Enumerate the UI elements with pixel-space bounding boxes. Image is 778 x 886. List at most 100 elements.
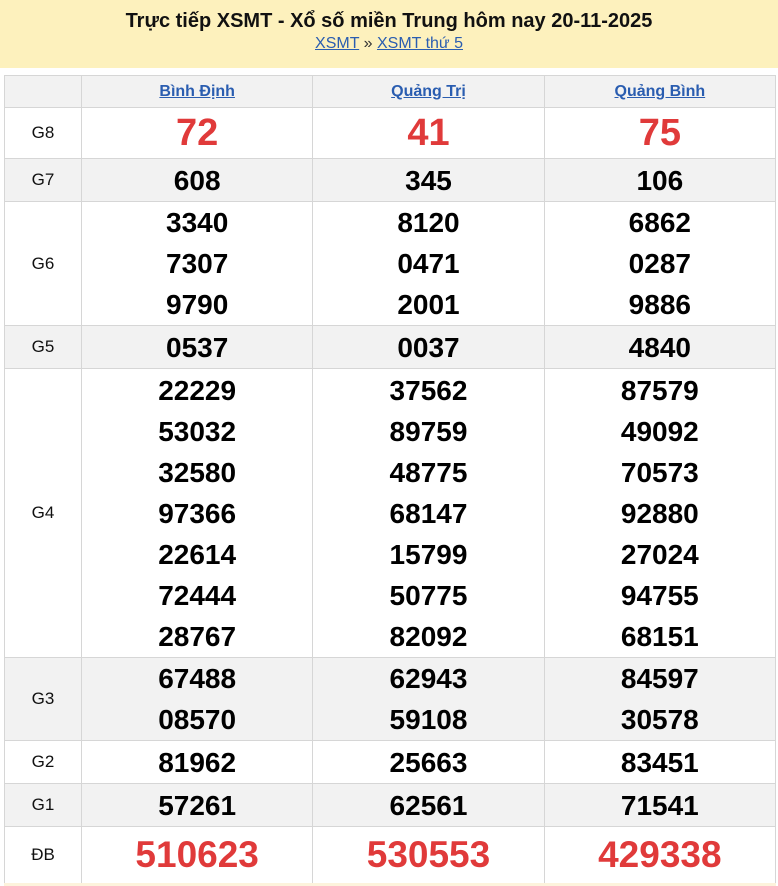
prize-number: 608 — [173, 164, 221, 196]
prize-number: 106 — [636, 164, 684, 196]
prize-number: 37562 — [389, 374, 468, 406]
province-header: Bình Định — [80, 75, 314, 108]
prize-cell: 72 — [80, 107, 314, 159]
prize-cell: 530553 — [312, 826, 545, 884]
prize-cell: 57261 — [80, 783, 314, 827]
prize-number: 97366 — [158, 497, 237, 529]
prize-number: 72 — [176, 112, 219, 154]
prize-number: 32580 — [158, 456, 237, 488]
prize-number: 08570 — [158, 704, 237, 735]
prize-cell: 345 — [312, 158, 545, 202]
prize-number: 49092 — [620, 415, 699, 447]
prize-number: 57261 — [158, 789, 237, 821]
prize-number: 59108 — [389, 704, 468, 735]
prize-cell: 429338 — [543, 826, 777, 884]
prize-row-g3: G3 67488 08570 62943 59108 84597 30578 — [4, 657, 777, 741]
prize-number: 22614 — [158, 538, 237, 570]
prize-number: 27024 — [620, 538, 699, 570]
prize-row-đb: ĐB 510623 530553 429338 — [4, 826, 777, 884]
province-header: Quảng Bình — [543, 75, 777, 108]
prize-cell: 3340 7307 9790 — [80, 201, 314, 326]
prize-cell: 83451 — [543, 740, 777, 784]
prize-row-g5: G5 0537 0037 4840 — [4, 325, 777, 369]
prize-number: 15799 — [389, 538, 468, 570]
prize-number: 92880 — [620, 497, 699, 529]
prize-row-g2: G2 81962 25663 83451 — [4, 740, 777, 784]
table-header-row: Bình Định Quảng Trị Quảng Bình — [4, 75, 777, 108]
prize-number: 9886 — [628, 289, 691, 320]
prize-cell: 67488 08570 — [80, 657, 314, 741]
prize-row-g1: G1 57261 62561 71541 — [4, 783, 777, 827]
prize-number: 87579 — [620, 374, 699, 406]
prize-cell: 4840 — [543, 325, 777, 369]
prize-number: 41 — [407, 112, 450, 154]
prize-cell: 608 — [80, 158, 314, 202]
prize-number: 8120 — [397, 207, 460, 238]
prize-number: 0287 — [628, 248, 691, 279]
prize-cell: 75 — [543, 107, 777, 159]
prize-number: 84597 — [620, 663, 699, 694]
page-title: Trực tiếp XSMT - Xổ số miền Trung hôm na… — [125, 10, 653, 32]
province-link-quang-binh[interactable]: Quảng Bình — [614, 82, 706, 100]
prize-number: 0037 — [397, 331, 460, 363]
prize-number: 94755 — [620, 579, 699, 611]
prize-label: G8 — [4, 107, 82, 159]
prize-number: 7307 — [166, 248, 229, 279]
prize-number: 9790 — [166, 289, 229, 320]
footer-strip — [4, 883, 776, 886]
prize-cell: 0537 — [80, 325, 314, 369]
prize-number: 68147 — [389, 497, 468, 529]
prize-number: 70573 — [620, 456, 699, 488]
prize-cell: 6862 0287 9886 — [543, 201, 777, 326]
province-header: Quảng Trị — [312, 75, 545, 108]
prize-number: 25663 — [389, 746, 468, 778]
prize-cell: 62561 — [312, 783, 545, 827]
prize-cell: 71541 — [543, 783, 777, 827]
prize-number: 6862 — [628, 207, 691, 238]
prize-number: 71541 — [620, 789, 699, 821]
prize-number: 48775 — [389, 456, 468, 488]
prize-number: 22229 — [158, 374, 237, 406]
prize-number: 68151 — [620, 620, 699, 652]
prize-label: ĐB — [4, 826, 82, 884]
results-table: Bình Định Quảng Trị Quảng Bình G8 72 41 75 G… — [4, 75, 777, 884]
prize-number: 510623 — [135, 834, 259, 875]
prize-cell: 25663 — [312, 740, 545, 784]
prize-cell: 8120 0471 2001 — [312, 201, 545, 326]
prize-cell: 81962 — [80, 740, 314, 784]
prize-number: 530553 — [366, 834, 491, 875]
prize-label: G3 — [4, 657, 82, 741]
prize-number: 30578 — [620, 704, 699, 735]
prize-number: 72444 — [158, 579, 237, 611]
prize-number: 345 — [405, 164, 452, 196]
prize-cell: 22229 53032 32580 97366 22614 72444 28767 — [80, 368, 314, 658]
prize-number: 62561 — [389, 789, 468, 821]
prize-label: G6 — [4, 201, 82, 326]
prize-number: 81962 — [158, 746, 237, 778]
prize-number: 67488 — [158, 663, 237, 694]
breadcrumb-xsmt-thu-5[interactable]: XSMT thứ 5 — [376, 35, 463, 52]
province-link-binh-dinh[interactable]: Bình Định — [159, 82, 235, 100]
prize-cell: 87579 49092 70573 92880 27024 94755 68151 — [543, 368, 777, 658]
prize-number: 82092 — [389, 620, 468, 652]
province-link-quang-tri[interactable]: Quảng Trị — [391, 82, 466, 100]
breadcrumb-xsmt[interactable]: XSMT — [315, 35, 360, 52]
prize-label: G4 — [4, 368, 82, 658]
prize-number: 2001 — [397, 289, 460, 320]
breadcrumb: XSMT » XSMT thứ 5 — [0, 33, 778, 55]
prize-number: 0471 — [397, 248, 460, 279]
page-header: Trực tiếp XSMT - Xổ số miền Trung hôm na… — [0, 0, 778, 68]
header-empty — [4, 75, 82, 108]
breadcrumb-separator: » — [363, 35, 373, 52]
prize-number: 53032 — [158, 415, 237, 447]
prize-number: 89759 — [389, 415, 468, 447]
prize-row-g8: G8 72 41 75 — [4, 107, 777, 159]
prize-row-g6: G6 3340 7307 9790 8120 0471 2001 6862 0287 9886 — [4, 201, 777, 326]
prize-cell: 106 — [543, 158, 777, 202]
prize-number: 0537 — [166, 331, 229, 363]
prize-cell: 84597 30578 — [543, 657, 777, 741]
prize-cell: 62943 59108 — [312, 657, 545, 741]
prize-label: G2 — [4, 740, 82, 784]
prize-row-g7: G7 608 345 106 — [4, 158, 777, 202]
prize-number: 4840 — [628, 331, 691, 363]
